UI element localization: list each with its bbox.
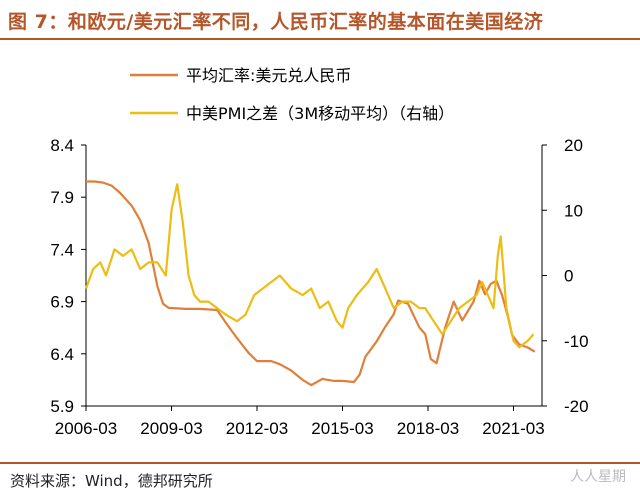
series-line-pmi-gap — [84, 183, 535, 349]
left-tick-label: 8.4 — [50, 136, 74, 155]
right-tick-label: 20 — [564, 136, 583, 155]
right-tick-label: -20 — [564, 397, 589, 416]
x-tick-label: 2021-03 — [482, 419, 544, 438]
left-tick-label: 7.9 — [50, 188, 74, 207]
left-tick-label: 6.9 — [50, 293, 74, 312]
x-tick-label: 2006-03 — [55, 419, 117, 438]
x-tick-label: 2015-03 — [311, 419, 373, 438]
axes: 8.4 7.9 7.4 6.9 6.4 5.9 20 10 0 -10 -20 2006-03 2009… — [50, 136, 588, 438]
left-tick-label: 7.4 — [50, 240, 74, 259]
series-group — [84, 180, 536, 387]
right-tick-label: -10 — [564, 332, 589, 351]
x-tick-label: 2009-03 — [140, 419, 202, 438]
right-tick-label: 0 — [564, 267, 573, 286]
left-tick-label: 6.4 — [50, 345, 74, 364]
title-divider — [0, 38, 640, 40]
chart: 平均汇率:美元兑人民币 中美PMI之差（3M移动平均）（右轴） 8.4 7.9 7.… — [50, 66, 588, 438]
watermark: 人人星期 — [570, 469, 626, 485]
x-tick-label: 2018-03 — [397, 419, 459, 438]
left-tick-label: 5.9 — [50, 397, 74, 416]
x-tick-label: 2012-03 — [226, 419, 288, 438]
legend-label-pmi-gap: 中美PMI之差（3M移动平均）（右轴） — [186, 104, 454, 123]
source-note: 资料来源：Wind，德邦研究所 — [10, 472, 213, 490]
legend-label-exchange-rate: 平均汇率:美元兑人民币 — [186, 66, 351, 85]
chart-title: 图 7：和欧元/美元汇率不同，人民币汇率的基本面在美国经济 — [8, 11, 544, 33]
series-line-exchange-rate — [86, 180, 536, 387]
legend: 平均汇率:美元兑人民币 中美PMI之差（3M移动平均）（右轴） — [130, 66, 454, 123]
right-tick-label: 10 — [564, 201, 583, 220]
footer-divider — [0, 462, 640, 464]
